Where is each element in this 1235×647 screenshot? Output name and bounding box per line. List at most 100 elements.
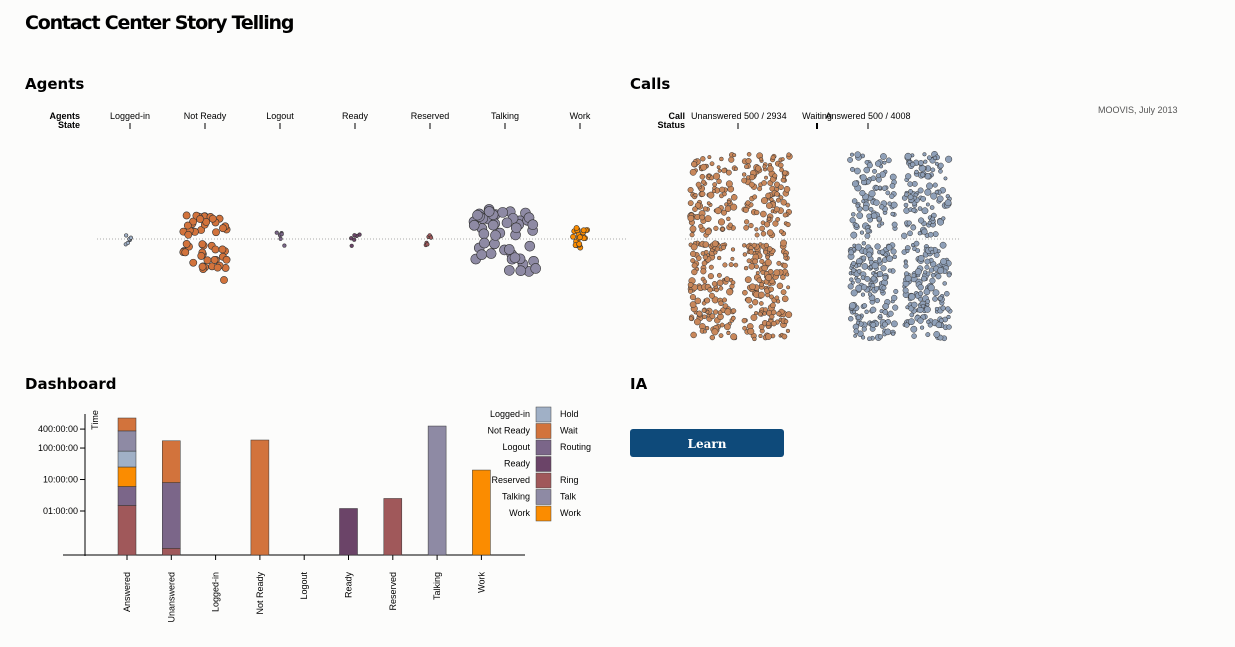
- call-dot: [864, 309, 869, 315]
- x-tick-label: Logged-in: [211, 572, 221, 612]
- call-dot: [932, 155, 938, 161]
- call-dot: [859, 230, 865, 235]
- call-dot: [687, 281, 694, 288]
- call-dot: [764, 259, 772, 267]
- call-dot: [701, 308, 707, 313]
- call-dot: [913, 240, 920, 247]
- call-dot: [870, 275, 877, 282]
- call-dot: [765, 321, 771, 326]
- call-dot: [761, 180, 767, 186]
- call-dot: [943, 176, 948, 181]
- call-dot: [906, 220, 912, 226]
- call-dot: [881, 285, 887, 291]
- call-dot: [902, 287, 909, 294]
- call-dot: [861, 284, 868, 291]
- call-dot: [848, 316, 854, 322]
- call-dot: [742, 206, 749, 213]
- call-dot: [849, 277, 854, 282]
- call-dot: [711, 328, 719, 336]
- call-dot: [774, 295, 780, 301]
- call-dot: [709, 334, 716, 341]
- call-dot: [946, 314, 951, 320]
- call-dot: [923, 288, 931, 296]
- call-dot: [927, 284, 935, 292]
- call-dot: [752, 336, 757, 342]
- call-dot: [767, 268, 774, 275]
- call-dot: [742, 289, 748, 296]
- call-dot: [760, 210, 767, 218]
- agent-dot: [515, 265, 527, 277]
- call-dot: [702, 314, 707, 320]
- y-tick-label: 01:00:00: [43, 506, 78, 516]
- agent-dot: [425, 242, 430, 247]
- call-dot: [889, 183, 896, 189]
- call-dot: [917, 206, 923, 211]
- call-dot: [778, 184, 784, 191]
- call-dot: [856, 212, 864, 219]
- call-dot: [853, 328, 860, 335]
- call-dot: [872, 168, 877, 174]
- agent-dot: [490, 230, 501, 241]
- agent-dot: [212, 228, 220, 237]
- legend-swatch: [535, 423, 552, 439]
- call-dot: [731, 194, 738, 201]
- call-dot: [882, 160, 887, 165]
- call-dot: [698, 223, 704, 229]
- call-dot: [754, 232, 760, 238]
- call-dot: [880, 153, 887, 160]
- call-dot: [874, 160, 882, 167]
- call-dot: [708, 264, 714, 270]
- call-dot: [775, 216, 781, 222]
- call-dot: [725, 169, 732, 176]
- call-dot: [873, 286, 880, 292]
- call-dot: [851, 198, 858, 204]
- call-dot: [909, 312, 915, 318]
- bar-segment: [427, 425, 447, 556]
- call-dot: [722, 262, 728, 268]
- page-title: Contact Center Story Telling: [25, 12, 294, 34]
- learn-button[interactable]: Learn: [630, 429, 784, 457]
- call-dot: [939, 241, 947, 249]
- call-dot: [722, 191, 727, 197]
- call-dot: [937, 162, 944, 169]
- call-dot: [781, 262, 788, 269]
- call-dot: [765, 254, 770, 260]
- call-dot: [717, 255, 722, 261]
- call-dot: [876, 216, 882, 222]
- call-dot: [905, 249, 910, 253]
- call-dot: [707, 155, 712, 160]
- call-dot: [720, 209, 727, 216]
- call-dot: [719, 322, 725, 328]
- call-dot: [870, 283, 876, 288]
- call-dot: [758, 157, 764, 162]
- call-dot: [921, 207, 929, 215]
- call-dot: [929, 205, 935, 210]
- calls-swarm-chart: Call Status Unanswered 500 / 2934 Waiting…: [657, 111, 960, 342]
- agent-dot: [352, 233, 357, 238]
- call-dot: [764, 221, 771, 228]
- call-dot: [861, 241, 867, 246]
- call-dot: [855, 278, 861, 284]
- call-dot: [760, 197, 768, 205]
- legend-component-label: Hold: [560, 409, 579, 419]
- call-dot: [927, 231, 934, 238]
- call-dot: [764, 175, 769, 180]
- call-dot: [783, 252, 788, 258]
- call-dot: [930, 272, 936, 278]
- call-dot: [726, 288, 734, 296]
- call-dot: [932, 296, 938, 302]
- agent-dot: [428, 235, 434, 240]
- call-dot: [874, 297, 880, 304]
- call-dot: [770, 155, 776, 160]
- call-dot: [924, 258, 931, 265]
- call-dot: [687, 214, 695, 222]
- call-dot: [940, 305, 946, 311]
- call-dot: [714, 207, 722, 215]
- call-dot: [907, 230, 913, 237]
- agent-dot: [197, 252, 206, 260]
- call-dot: [687, 186, 694, 193]
- call-dot: [704, 228, 712, 236]
- call-dot: [769, 294, 774, 300]
- calls-heading: Calls: [630, 75, 671, 93]
- call-dot: [881, 321, 888, 328]
